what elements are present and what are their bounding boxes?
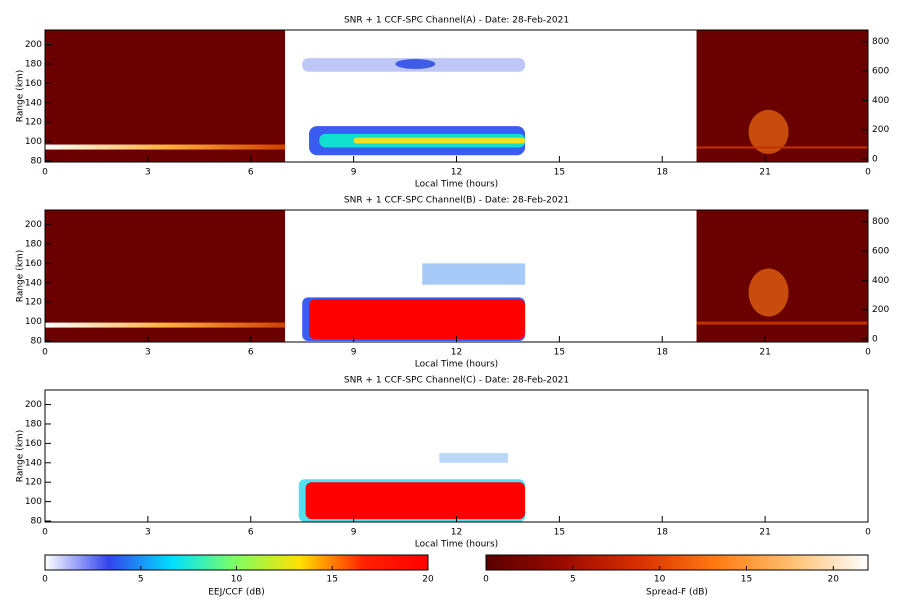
y2-tick-label: 800: [872, 37, 889, 47]
x-tick-label: 18: [657, 348, 669, 358]
echo-region: [748, 268, 789, 317]
colorbar-tick-label: 15: [741, 575, 752, 585]
y-axis-label: Range (km): [16, 70, 26, 122]
y-tick-label: 160: [25, 439, 42, 449]
chart-title: SNR + 1 CCF-SPC Channel(C) - Date: 28-Fe…: [344, 376, 569, 386]
x-tick-label: 0: [865, 348, 871, 358]
x-axis-label: Local Time (hours): [415, 540, 498, 550]
colorbar-tick-label: 0: [483, 575, 489, 585]
y-tick-label: 180: [25, 239, 42, 249]
x-tick-label: 18: [657, 528, 669, 538]
echo-region: [353, 137, 526, 144]
y-tick-label: 180: [25, 419, 42, 429]
chart-title: SNR + 1 CCF-SPC Channel(A) - Date: 28-Fe…: [344, 16, 569, 26]
y-tick-label: 120: [25, 298, 42, 308]
plot-area: [45, 210, 868, 342]
x-tick-label: 21: [759, 348, 770, 358]
x-tick-label: 6: [248, 528, 254, 538]
x-axis-label: Local Time (hours): [415, 360, 498, 370]
y-tick-label: 140: [25, 458, 42, 468]
x-tick-label: 18: [657, 168, 669, 178]
x-tick-label: 3: [145, 168, 151, 178]
y2-tick-label: 200: [872, 305, 889, 315]
plot-area: [298, 453, 526, 522]
y-tick-label: 100: [25, 137, 42, 147]
colorbar-tick-label: 5: [138, 575, 144, 585]
x-tick-label: 15: [554, 168, 565, 178]
x-tick-label: 12: [451, 528, 462, 538]
x-tick-label: 0: [42, 168, 48, 178]
colorbar: [485, 554, 869, 571]
echo-region: [696, 321, 868, 325]
x-tick-label: 0: [42, 528, 48, 538]
plot-area: [45, 30, 868, 162]
x-tick-label: 9: [351, 348, 357, 358]
y-tick-label: 80: [31, 337, 43, 347]
x-tick-label: 3: [145, 348, 151, 358]
x-tick-label: 12: [451, 348, 462, 358]
y-tick-label: 180: [25, 59, 42, 69]
x-tick-label: 6: [248, 168, 254, 178]
y-tick-label: 140: [25, 98, 42, 108]
x-tick-label: 15: [554, 528, 565, 538]
y-tick-label: 160: [25, 79, 42, 89]
y2-tick-label: 400: [872, 276, 889, 286]
y2-tick-label: 600: [872, 67, 889, 77]
y2-tick-label: 200: [872, 125, 889, 135]
y-tick-label: 80: [31, 157, 43, 167]
x-tick-label: 9: [351, 528, 357, 538]
x-axis-label: Local Time (hours): [415, 180, 498, 190]
colorbar-tick-label: 10: [654, 575, 666, 585]
colorbar-label: Spread-F (dB): [646, 588, 708, 598]
x-tick-label: 21: [759, 528, 770, 538]
x-tick-label: 21: [759, 168, 770, 178]
echo-region: [45, 210, 286, 342]
echo-region: [45, 144, 286, 150]
y-tick-label: 120: [25, 478, 42, 488]
y-tick-label: 160: [25, 259, 42, 269]
echo-region: [748, 109, 789, 154]
y-tick-label: 200: [25, 220, 42, 230]
y2-tick-label: 400: [872, 96, 889, 106]
echo-region: [395, 58, 436, 69]
y2-tick-label: 0: [872, 335, 878, 345]
colorbar-tick-label: 15: [327, 575, 338, 585]
x-tick-label: 15: [554, 348, 565, 358]
y-tick-label: 200: [25, 40, 42, 50]
x-tick-label: 12: [451, 168, 462, 178]
y-tick-label: 200: [25, 400, 42, 410]
y-tick-label: 140: [25, 278, 42, 288]
x-tick-label: 9: [351, 168, 357, 178]
echo-region: [439, 453, 508, 463]
x-tick-label: 0: [42, 348, 48, 358]
y2-tick-label: 0: [872, 155, 878, 165]
y-tick-label: 120: [25, 118, 42, 128]
y2-tick-label: 600: [872, 247, 889, 257]
y-tick-label: 100: [25, 497, 42, 507]
echo-region: [422, 263, 526, 285]
y-axis-label: Range (km): [16, 250, 26, 302]
colorbar-tick-label: 20: [422, 575, 434, 585]
echo-region: [309, 299, 526, 340]
y-tick-label: 100: [25, 317, 42, 327]
chart-title: SNR + 1 CCF-SPC Channel(B) - Date: 28-Fe…: [344, 196, 569, 206]
x-tick-label: 6: [248, 348, 254, 358]
colorbar-tick-label: 5: [570, 575, 576, 585]
colorbar-label: EEJ/CCF (dB): [208, 588, 265, 598]
colorbar-tick-label: 10: [231, 575, 243, 585]
y-axis-label: Range (km): [16, 430, 26, 482]
x-tick-label: 0: [865, 168, 871, 178]
echo-region: [305, 482, 526, 520]
echo-region: [696, 146, 868, 149]
x-tick-label: 3: [145, 528, 151, 538]
y2-tick-label: 800: [872, 217, 889, 227]
y-tick-label: 80: [31, 517, 43, 527]
colorbar-tick-label: 20: [828, 575, 840, 585]
colorbar-tick-label: 0: [42, 575, 48, 585]
echo-region: [45, 322, 286, 328]
echo-region: [45, 30, 286, 162]
x-tick-label: 0: [865, 528, 871, 538]
